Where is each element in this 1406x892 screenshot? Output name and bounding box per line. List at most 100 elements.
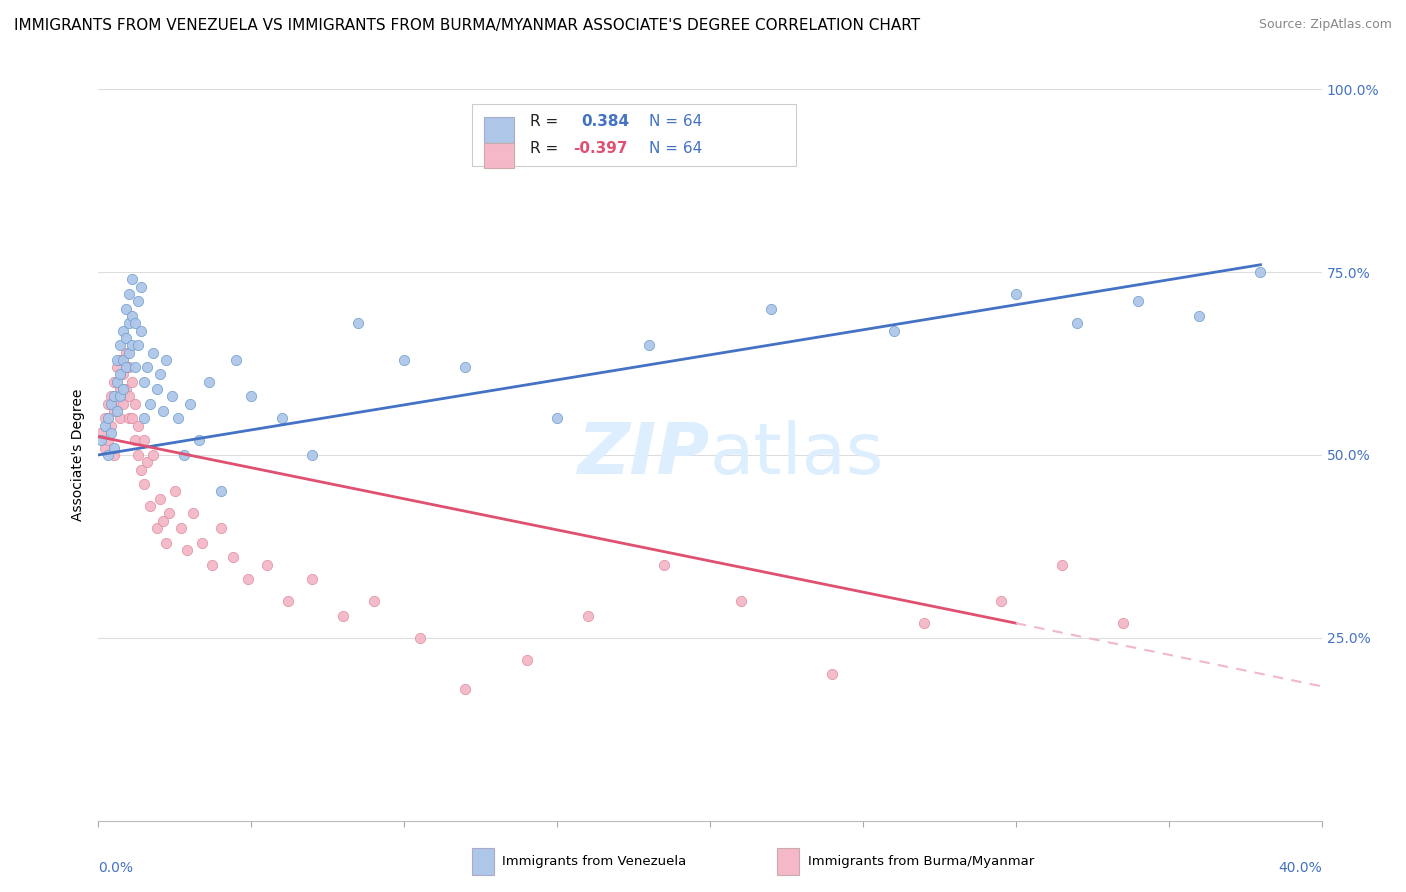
Point bbox=[100, 397, 122, 411]
Point bbox=[108, 389, 131, 403]
Point bbox=[121, 338, 143, 352]
Point bbox=[1128, 294, 1150, 309]
Point bbox=[136, 360, 159, 375]
Point bbox=[170, 521, 193, 535]
Point bbox=[121, 411, 143, 425]
Point bbox=[240, 389, 263, 403]
Point bbox=[142, 345, 165, 359]
Point bbox=[730, 594, 752, 608]
Point bbox=[100, 418, 122, 433]
Point bbox=[124, 360, 146, 375]
Point bbox=[124, 316, 146, 330]
Point bbox=[129, 279, 152, 293]
Point bbox=[108, 352, 131, 367]
FancyBboxPatch shape bbox=[484, 117, 515, 143]
Text: 0.384: 0.384 bbox=[582, 114, 630, 128]
Point bbox=[111, 324, 134, 338]
Point bbox=[990, 594, 1012, 608]
Point bbox=[118, 345, 141, 359]
Point bbox=[121, 272, 143, 286]
Point bbox=[108, 382, 131, 396]
Point bbox=[142, 448, 165, 462]
Point bbox=[134, 477, 156, 491]
Text: IMMIGRANTS FROM VENEZUELA VS IMMIGRANTS FROM BURMA/MYANMAR ASSOCIATE'S DEGREE CO: IMMIGRANTS FROM VENEZUELA VS IMMIGRANTS … bbox=[14, 18, 920, 33]
Point bbox=[115, 331, 138, 345]
Point bbox=[93, 418, 115, 433]
Point bbox=[97, 434, 120, 448]
Point bbox=[238, 572, 260, 586]
Point bbox=[134, 434, 156, 448]
Point bbox=[191, 535, 214, 549]
Point bbox=[1066, 316, 1088, 330]
Point bbox=[118, 411, 141, 425]
Point bbox=[139, 397, 162, 411]
Point bbox=[546, 411, 568, 425]
FancyBboxPatch shape bbox=[484, 143, 515, 169]
Point bbox=[105, 397, 128, 411]
Point bbox=[347, 316, 370, 330]
Text: atlas: atlas bbox=[710, 420, 884, 490]
Point bbox=[118, 360, 141, 375]
Point bbox=[145, 382, 167, 396]
Point bbox=[124, 397, 146, 411]
Point bbox=[152, 514, 174, 528]
FancyBboxPatch shape bbox=[471, 103, 796, 166]
Point bbox=[129, 324, 152, 338]
Point bbox=[115, 382, 138, 396]
Point bbox=[157, 507, 180, 521]
Point bbox=[179, 397, 201, 411]
Point bbox=[301, 572, 323, 586]
Point bbox=[912, 616, 935, 631]
Point bbox=[176, 543, 198, 558]
Point bbox=[121, 309, 143, 323]
Point bbox=[97, 397, 120, 411]
Point bbox=[163, 484, 186, 499]
Point bbox=[1004, 287, 1026, 301]
Point bbox=[222, 550, 245, 565]
Point bbox=[108, 411, 131, 425]
Point bbox=[363, 594, 385, 608]
Point bbox=[105, 360, 128, 375]
Point bbox=[111, 352, 134, 367]
Point bbox=[821, 667, 844, 681]
Text: R =: R = bbox=[530, 114, 564, 128]
Point bbox=[103, 448, 125, 462]
Point bbox=[301, 448, 323, 462]
Point bbox=[454, 681, 477, 696]
Point bbox=[100, 389, 122, 403]
Point bbox=[1112, 616, 1135, 631]
FancyBboxPatch shape bbox=[778, 847, 800, 876]
Point bbox=[145, 521, 167, 535]
Text: N = 64: N = 64 bbox=[648, 141, 702, 156]
Point bbox=[160, 389, 183, 403]
Text: 0.0%: 0.0% bbox=[98, 861, 134, 875]
Point bbox=[127, 448, 149, 462]
Point bbox=[152, 404, 174, 418]
Point bbox=[1188, 309, 1211, 323]
Point bbox=[97, 448, 120, 462]
Point bbox=[118, 287, 141, 301]
Point bbox=[127, 338, 149, 352]
Point bbox=[155, 535, 177, 549]
Point bbox=[121, 375, 143, 389]
Point bbox=[93, 441, 115, 455]
Point bbox=[576, 608, 599, 623]
Point bbox=[181, 507, 204, 521]
Point bbox=[332, 608, 354, 623]
Point bbox=[155, 352, 177, 367]
Point bbox=[93, 411, 115, 425]
Point bbox=[127, 294, 149, 309]
Text: Source: ZipAtlas.com: Source: ZipAtlas.com bbox=[1258, 18, 1392, 31]
Text: R =: R = bbox=[530, 141, 564, 156]
FancyBboxPatch shape bbox=[471, 847, 494, 876]
Point bbox=[883, 324, 905, 338]
Point bbox=[103, 441, 125, 455]
Text: N = 64: N = 64 bbox=[648, 114, 702, 128]
Point bbox=[197, 375, 219, 389]
Point bbox=[1249, 265, 1271, 279]
Point bbox=[111, 368, 134, 382]
Point bbox=[256, 558, 278, 572]
Point bbox=[103, 389, 125, 403]
Point bbox=[139, 499, 162, 513]
Text: Immigrants from Venezuela: Immigrants from Venezuela bbox=[502, 855, 686, 868]
